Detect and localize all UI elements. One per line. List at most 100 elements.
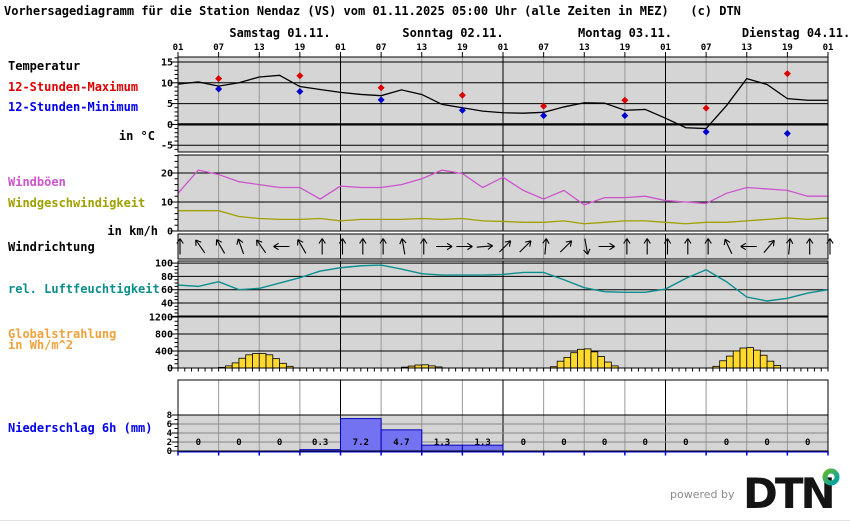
svg-text:Dienstag 04.11.: Dienstag 04.11. — [742, 26, 850, 40]
svg-text:1.3: 1.3 — [434, 438, 450, 448]
hour-labels: 01 07 13 19 01 07 13 19 01 07 13 19 01 07 13 19 01 — [173, 43, 834, 53]
svg-text:0: 0 — [167, 364, 173, 375]
wind-arrow-icon — [359, 238, 367, 255]
svg-text:800: 800 — [155, 330, 173, 341]
day-labels: Samstag 01.11. Sonntag 02.11. Montag 03.11… — [229, 26, 850, 40]
wind-arrow-icon — [559, 240, 573, 253]
min12h-label: 12-Stunden-Minimum — [8, 100, 139, 114]
svg-text:0: 0 — [167, 120, 173, 131]
svg-text:0: 0 — [683, 438, 688, 448]
svg-text:60: 60 — [161, 285, 173, 296]
wind-direction-label: Windrichtung — [8, 240, 95, 254]
wind-arrow-icon — [684, 238, 692, 255]
precipitation-label: Niederschlag 6h (mm) — [8, 421, 153, 435]
svg-text:07: 07 — [213, 43, 224, 53]
svg-text:1.3: 1.3 — [475, 438, 491, 448]
wind-arrow-icon — [456, 242, 473, 251]
wind-arrow-icon — [806, 238, 814, 255]
svg-text:0: 0 — [167, 227, 173, 238]
svg-text:13: 13 — [416, 43, 427, 53]
wind-arrow-icon — [663, 238, 672, 255]
svg-text:0: 0 — [724, 438, 729, 448]
svg-text:07: 07 — [701, 43, 712, 53]
precipitation-panel: 0 0 0 0.3 7.2 4.7 1.3 1.3 0 0 0 0 0 0 0 0 — [177, 418, 829, 456]
svg-text:0: 0 — [167, 447, 172, 457]
humidity-label: rel. Luftfeuchtigkeit — [8, 282, 160, 296]
svg-text:Sonntag 02.11.: Sonntag 02.11. — [402, 26, 503, 40]
svg-text:4: 4 — [167, 429, 173, 439]
temp-unit-label: in °C — [118, 129, 155, 143]
dtn-logo-ring-icon — [822, 468, 840, 486]
wind-arrow-icon — [273, 242, 290, 251]
wind-arrow-icon — [598, 242, 615, 251]
svg-text:40: 40 — [161, 299, 173, 310]
wind-arrow-icon — [236, 238, 245, 255]
humidity-panel — [177, 264, 829, 302]
svg-text:Samstag 01.11.: Samstag 01.11. — [229, 26, 330, 40]
bottom-divider — [0, 520, 850, 521]
svg-text:01: 01 — [660, 43, 671, 53]
svg-text:8: 8 — [167, 411, 172, 421]
svg-text:Montag 03.11.: Montag 03.11. — [578, 26, 672, 40]
svg-text:19: 19 — [619, 43, 630, 53]
wind-arrow-icon — [623, 238, 631, 255]
axis-ticks — [171, 52, 829, 452]
wind-panel — [177, 169, 829, 225]
svg-text:10: 10 — [161, 78, 173, 89]
temperature-label: Temperatur — [8, 59, 81, 73]
svg-text:0: 0 — [805, 438, 810, 448]
wind-unit-label: in km/h — [107, 224, 158, 238]
svg-text:0: 0 — [764, 438, 769, 448]
radiation-label-line2: in Wh/m^2 — [8, 338, 74, 352]
svg-text:5: 5 — [167, 99, 173, 110]
wind-arrow-icon — [786, 238, 794, 255]
svg-text:01: 01 — [173, 43, 184, 53]
wind-arrow-icon — [740, 242, 757, 251]
svg-text:01: 01 — [498, 43, 509, 53]
gusts-label: Windböen — [8, 175, 66, 189]
wind-arrow-icon — [399, 238, 407, 255]
dtn-logo: DTN — [742, 466, 847, 518]
svg-text:0: 0 — [196, 438, 201, 448]
wind-direction-arrows — [176, 238, 834, 255]
svg-text:19: 19 — [782, 43, 793, 53]
svg-text:01: 01 — [335, 43, 346, 53]
svg-text:0: 0 — [561, 438, 566, 448]
wind-arrow-icon — [498, 240, 512, 253]
max12h-label: 12-Stunden-Maximum — [8, 80, 139, 94]
svg-text:13: 13 — [579, 43, 590, 53]
svg-text:19: 19 — [294, 43, 305, 53]
wind-arrow-icon — [763, 239, 775, 253]
svg-text:13: 13 — [254, 43, 265, 53]
wind-arrow-icon — [519, 240, 532, 253]
svg-text:4.7: 4.7 — [393, 438, 409, 448]
wind-arrow-icon — [643, 238, 651, 255]
svg-text:07: 07 — [538, 43, 549, 53]
wind-speed-label: Windgeschwindigkeit — [8, 196, 146, 210]
wind-arrow-icon — [704, 238, 712, 255]
svg-text:6: 6 — [167, 420, 172, 430]
page-title: Vorhersagediagramm für die Station Nenda… — [4, 4, 741, 18]
svg-text:2: 2 — [167, 438, 172, 448]
wind-arrow-icon — [379, 238, 387, 255]
svg-text:1200: 1200 — [149, 313, 173, 324]
powered-by-text: powered by — [670, 488, 735, 501]
svg-text:100: 100 — [155, 259, 173, 270]
svg-text:20: 20 — [161, 169, 173, 180]
svg-text:0: 0 — [642, 438, 647, 448]
wind-arrow-icon — [256, 239, 267, 254]
dtn-logo-text: DTN — [743, 469, 833, 514]
wind-arrow-icon — [583, 238, 591, 255]
svg-text:01: 01 — [823, 43, 834, 53]
wind-arrow-icon — [723, 238, 733, 254]
svg-text:80: 80 — [161, 272, 173, 283]
wind-arrow-icon — [297, 239, 307, 254]
wind-arrow-icon — [436, 242, 453, 251]
svg-text:10: 10 — [161, 198, 173, 209]
svg-text:19: 19 — [457, 43, 468, 53]
wind-arrow-icon — [318, 238, 326, 255]
wind-arrow-icon — [338, 238, 347, 255]
